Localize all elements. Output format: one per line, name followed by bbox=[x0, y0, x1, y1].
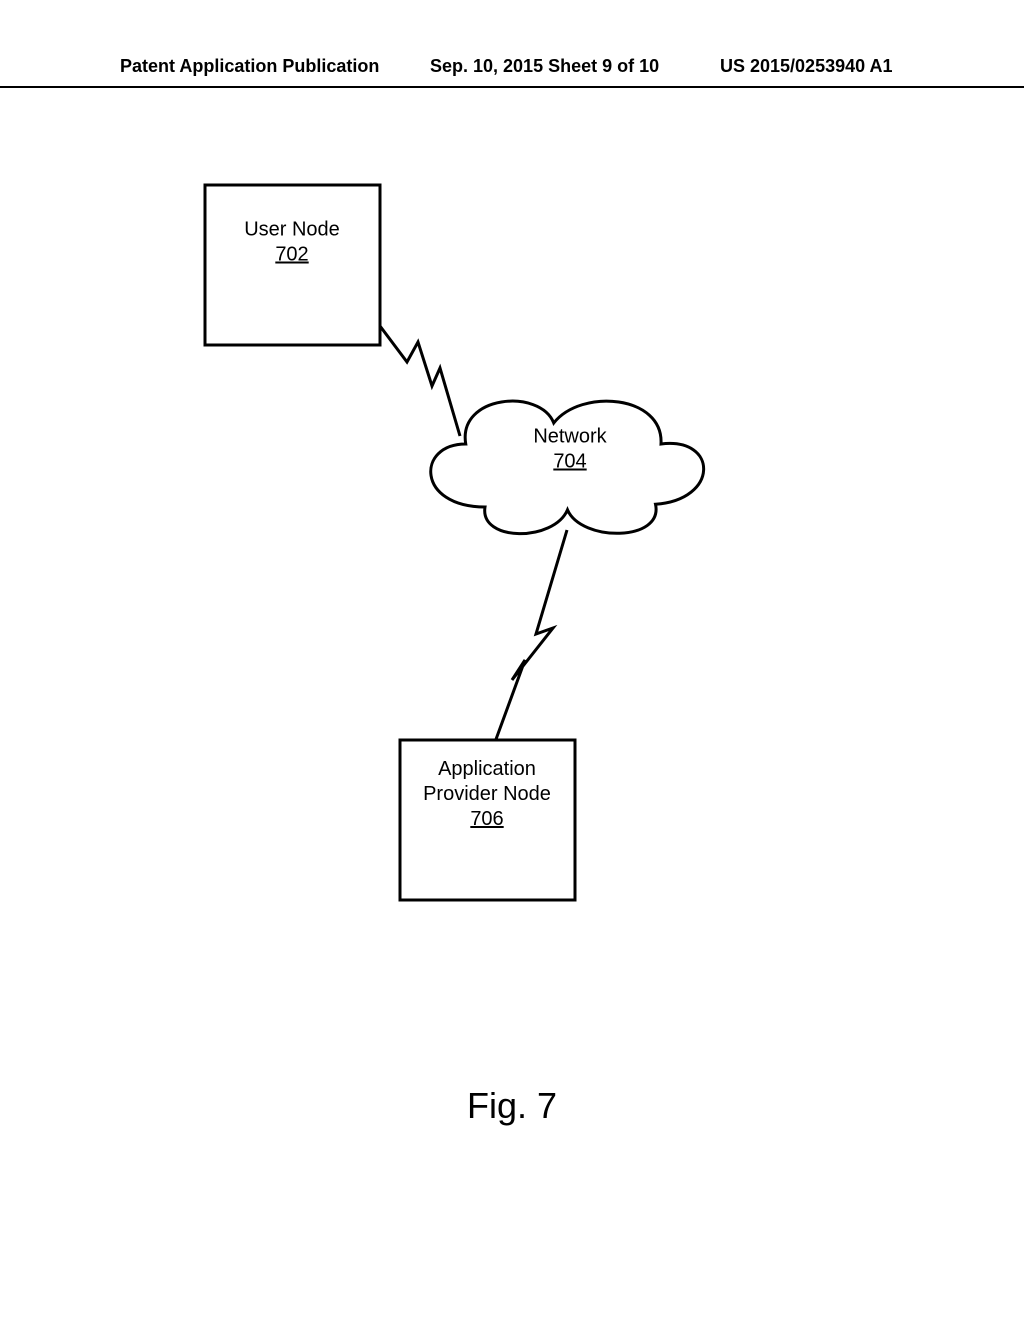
node-user_node-label: User Node bbox=[244, 219, 340, 241]
edge-network_cloud-app_provider_node bbox=[495, 530, 567, 742]
node-app_provider_node-ref: 706 bbox=[470, 808, 503, 830]
node-network_cloud-ref: 704 bbox=[553, 451, 586, 473]
node-user_node-ref: 702 bbox=[275, 244, 308, 266]
node-app_provider_node-label: Application bbox=[438, 758, 536, 780]
page: Patent Application Publication Sep. 10, … bbox=[0, 0, 1024, 1320]
node-app_provider_node-label: Provider Node bbox=[423, 783, 551, 805]
node-network_cloud-label: Network bbox=[533, 426, 607, 448]
edge-user_node-network_cloud bbox=[380, 326, 460, 436]
figure-caption: Fig. 7 bbox=[0, 1085, 1024, 1127]
